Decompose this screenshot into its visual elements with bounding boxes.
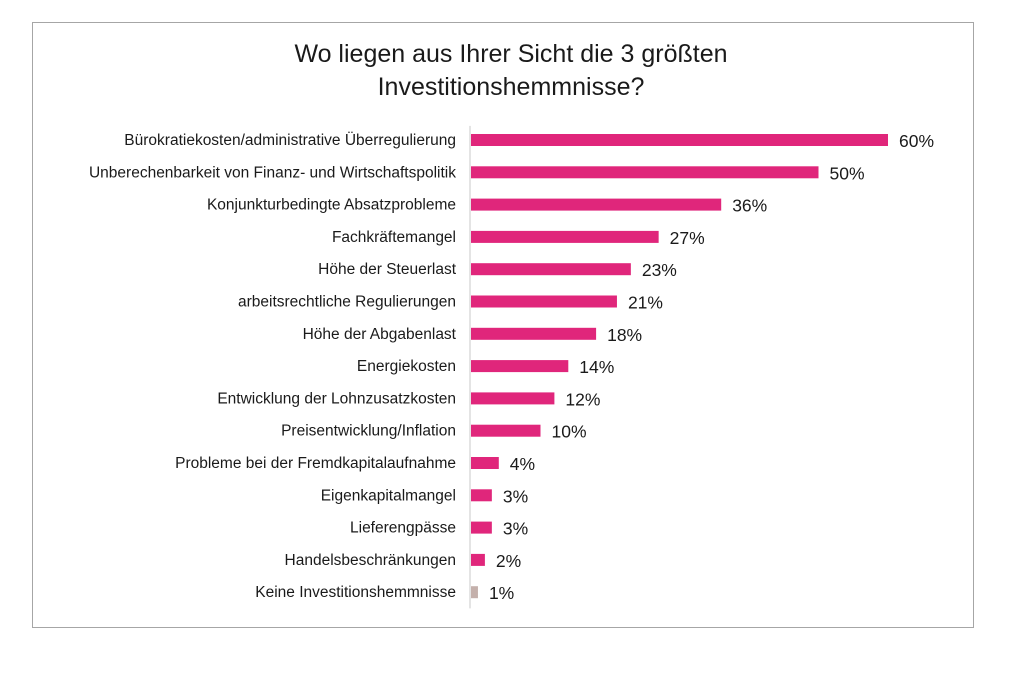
bar <box>471 295 617 308</box>
value-label: 21% <box>628 293 663 313</box>
chart-title-line-1: Wo liegen aus Ihrer Sicht die 3 größten <box>294 40 728 68</box>
value-label: 27% <box>670 228 705 248</box>
value-label: 60% <box>899 131 934 151</box>
value-label: 1% <box>489 583 514 603</box>
value-label: 4% <box>510 454 535 474</box>
category-label: Preisentwicklung/Inflation <box>281 423 456 440</box>
category-label: Fachkräftemangel <box>332 229 456 246</box>
value-label: 18% <box>607 325 642 345</box>
value-label: 10% <box>552 422 587 442</box>
bar <box>471 586 478 599</box>
chart-title: Wo liegen aus Ihrer Sicht die 3 größten … <box>0 38 1022 104</box>
value-label: 3% <box>503 519 528 539</box>
value-label: 50% <box>830 163 865 183</box>
value-label: 14% <box>579 357 614 377</box>
bar <box>471 457 499 469</box>
category-label: Eigenkapitalmangel <box>321 487 456 504</box>
category-label: Handelsbeschränkungen <box>285 552 456 569</box>
bar <box>471 230 659 243</box>
bar <box>471 360 569 373</box>
bar <box>471 198 722 211</box>
bar <box>471 166 819 179</box>
bar <box>471 489 492 502</box>
category-label: Lieferengpässe <box>350 520 456 537</box>
value-label: 12% <box>565 389 600 409</box>
category-label: Probleme bei der Fremdkapitalaufnahme <box>175 455 456 472</box>
category-label: Bürokratiekosten/administrative Überregu… <box>124 131 456 149</box>
value-label: 23% <box>642 260 677 280</box>
bar <box>471 553 485 566</box>
bar <box>471 134 888 146</box>
value-label: 36% <box>732 196 767 216</box>
category-label: Konjunkturbedingte Absatzprobleme <box>207 197 456 214</box>
bar <box>471 392 555 405</box>
bar <box>471 263 631 276</box>
chart-title-line-2: Investitionshemmnisse? <box>377 73 645 101</box>
value-label: 2% <box>496 551 521 571</box>
category-label: arbeitsrechtliche Regulierungen <box>238 294 456 311</box>
category-label: Keine Investitionshemmnisse <box>255 584 456 601</box>
chart-frame <box>32 22 974 628</box>
bar <box>471 327 597 340</box>
bar <box>471 521 492 534</box>
category-label: Höhe der Steuerlast <box>318 261 457 278</box>
category-label: Entwicklung der Lohnzusatzkosten <box>217 390 456 407</box>
category-label: Unberechenbarkeit von Finanz- und Wirtsc… <box>89 164 456 181</box>
bar <box>471 424 541 437</box>
value-label: 3% <box>503 486 528 506</box>
category-label: Energiekosten <box>357 358 456 375</box>
category-label: Höhe der Abgabenlast <box>303 326 457 343</box>
